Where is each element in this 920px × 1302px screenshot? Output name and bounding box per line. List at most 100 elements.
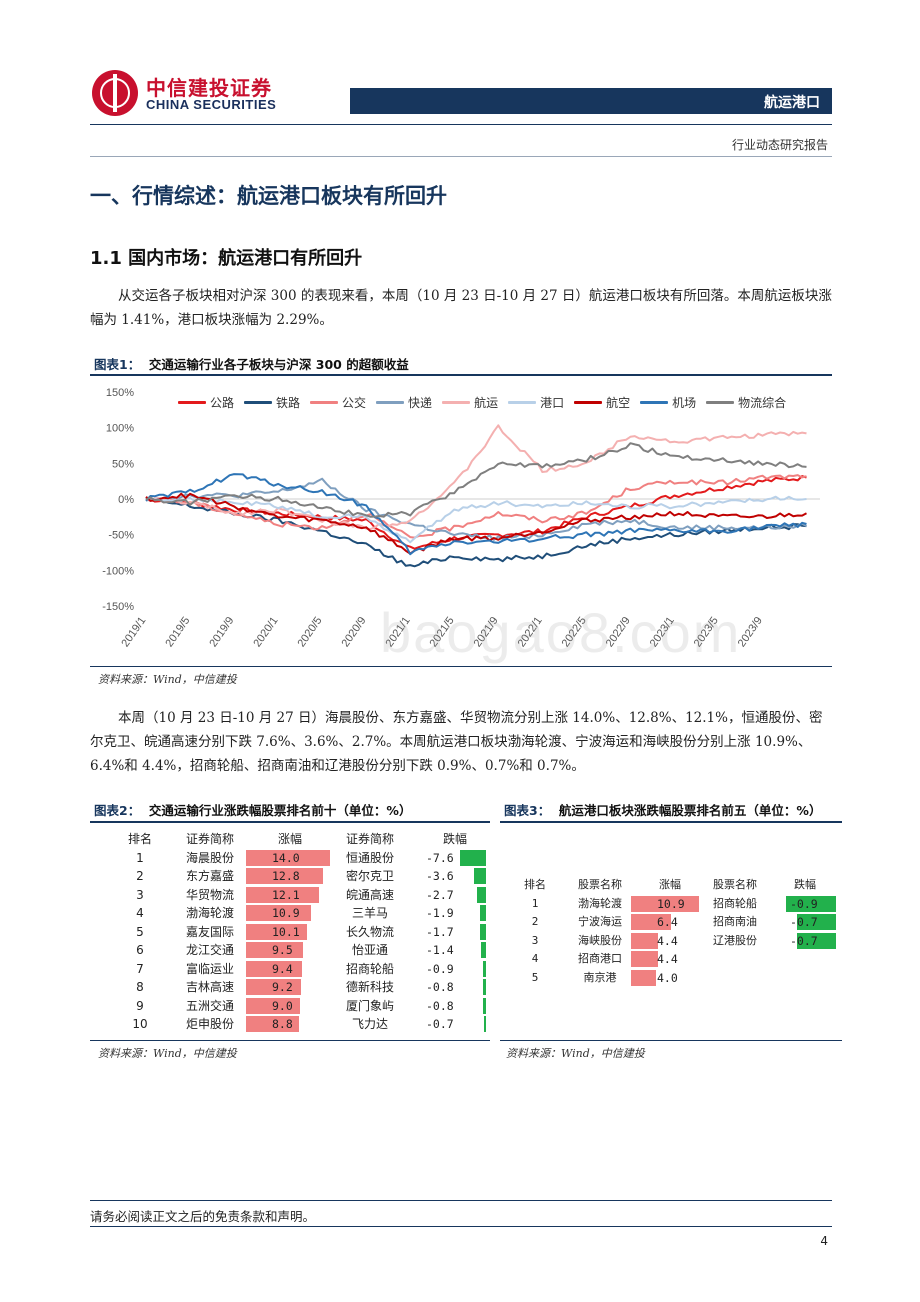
fig3-title: 航运港口板块涨跌幅股票排名前五（单位：%） bbox=[558, 803, 822, 818]
down-value: -1.9 bbox=[426, 906, 454, 920]
table-header-row: 排名 股票名称 涨幅 股票名称 跌幅 bbox=[500, 876, 842, 894]
legend-label: 物流综合 bbox=[738, 396, 787, 410]
up-bar bbox=[631, 969, 656, 986]
up-name-cell: 龙江交通 bbox=[185, 943, 234, 957]
legend-swatch bbox=[442, 401, 471, 404]
x-tick-label: 2020/1 bbox=[251, 615, 280, 649]
fig3-bottom-rule bbox=[500, 1040, 842, 1041]
rank-cell: 9 bbox=[136, 998, 144, 1013]
up-bar bbox=[246, 849, 330, 866]
down-value: -3.6 bbox=[426, 869, 454, 883]
fig2-bottom-rule bbox=[90, 1040, 490, 1041]
y-tick-label: 100% bbox=[106, 423, 134, 435]
up-value: 8.8 bbox=[272, 1017, 293, 1031]
paragraph-2: 本周（10 月 23 日-10 月 27 日）海晨股份、东方嘉盛、华贸物流分别上… bbox=[90, 710, 823, 774]
up-value: 12.1 bbox=[272, 887, 300, 902]
up-value: 9.2 bbox=[272, 980, 293, 994]
x-tick-label: 2019/9 bbox=[207, 615, 236, 649]
up-value: 10.1 bbox=[272, 924, 300, 939]
x-tick-label: 2019/1 bbox=[119, 615, 148, 649]
down-bar bbox=[797, 932, 836, 949]
y-tick-label: -150% bbox=[102, 601, 134, 613]
up-bar bbox=[246, 923, 307, 940]
fig2-table: 排名 证券简称 涨幅 证券简称 跌幅 1 海晨股份 14.0 恒通股份 -7.6 2 东方嘉盛 12.8… bbox=[90, 830, 490, 1034]
up-value: 9.0 bbox=[272, 998, 293, 1013]
down-bar bbox=[460, 849, 486, 866]
watermark: baogao8.com bbox=[380, 601, 742, 664]
legend-swatch bbox=[640, 401, 669, 404]
down-value: -0.8 bbox=[426, 998, 454, 1013]
up-value: 4.0 bbox=[657, 970, 678, 985]
footer-divider-2 bbox=[90, 1226, 832, 1227]
legend-label: 航运 bbox=[474, 396, 499, 410]
fig1-label: 图表1： bbox=[94, 357, 141, 372]
fig1-chart: 150% 100% 50% 0% -50% -100% -150% 2019/1 2019/5 2… bbox=[90, 380, 832, 666]
up-value: 14.0 bbox=[272, 850, 300, 865]
up-value: 9.4 bbox=[272, 961, 293, 976]
legend-swatch bbox=[244, 401, 273, 404]
legend-label: 机场 bbox=[672, 396, 697, 410]
fig1-top-rule bbox=[90, 374, 832, 376]
fig1-title: 交通运输行业各子板块与沪深 300 的超额收益 bbox=[148, 357, 409, 372]
x-tick-label: 2020/9 bbox=[339, 615, 368, 649]
header-cell: 证券简称 bbox=[185, 832, 234, 846]
rank-cell: 4 bbox=[531, 952, 539, 965]
down-name-cell: 飞力达 bbox=[351, 1017, 388, 1031]
series-line-7 bbox=[145, 473, 807, 556]
up-bar bbox=[246, 979, 302, 995]
down-name-cell: 长久物流 bbox=[345, 924, 394, 939]
page-number: 4 bbox=[820, 1234, 828, 1248]
header-cell: 排名 bbox=[127, 832, 152, 846]
down-name-cell: 三羊马 bbox=[351, 906, 388, 920]
fig2-source: 资料来源：Wind，中信建投 bbox=[98, 1047, 237, 1060]
down-name-cell: 皖通高速 bbox=[345, 887, 394, 902]
legend-label: 公路 bbox=[210, 396, 235, 410]
fig2-caption: 图表2： 交通运输行业涨跌幅股票排名前十（单位：%） bbox=[94, 800, 411, 819]
down-value: -1.7 bbox=[426, 924, 454, 939]
down-value: -7.6 bbox=[426, 850, 454, 865]
down-value: -0.9 bbox=[790, 896, 818, 911]
table-header-row: 排名 证券简称 涨幅 证券简称 跌幅 bbox=[90, 830, 490, 848]
down-name-cell: 招商南油 bbox=[713, 915, 757, 928]
legend-label: 航空 bbox=[606, 396, 631, 410]
header-cell: 证券简称 bbox=[345, 832, 394, 846]
y-tick-label: -50% bbox=[108, 530, 134, 542]
up-name-cell: 渤海轮渡 bbox=[185, 906, 234, 920]
down-name-cell: 密尔克卫 bbox=[345, 869, 394, 883]
down-name-cell: 德新科技 bbox=[345, 980, 394, 994]
down-bar bbox=[482, 960, 486, 977]
table-row: 9 五洲交通 9.0 厦门象屿 -0.8 bbox=[90, 997, 490, 1015]
up-bar bbox=[631, 914, 671, 930]
header-cell: 股票名称 bbox=[713, 878, 757, 891]
fig3-table: 排名 股票名称 涨幅 股票名称 跌幅 1 渤海轮渡 10.9 招商轮船 -0.9 2 宁波海运 6.4 招… bbox=[500, 876, 842, 986]
fig2-label: 图表2： bbox=[94, 803, 141, 818]
rank-cell: 1 bbox=[136, 850, 144, 865]
up-name-cell: 南京港 bbox=[583, 970, 617, 984]
up-name-cell: 宁波海运 bbox=[578, 915, 622, 928]
down-bar bbox=[483, 1016, 486, 1032]
rank-cell: 2 bbox=[531, 915, 539, 928]
up-name-cell: 渤海轮渡 bbox=[578, 896, 622, 910]
fig2-title: 交通运输行业涨跌幅股票排名前十（单位：%） bbox=[148, 803, 412, 818]
legend-swatch bbox=[574, 401, 603, 404]
table-row: 1 渤海轮渡 10.9 招商轮船 -0.9 bbox=[500, 895, 842, 913]
up-value: 4.4 bbox=[657, 952, 678, 966]
up-name-cell: 海晨股份 bbox=[185, 850, 234, 865]
down-bar bbox=[786, 895, 836, 912]
logo-emblem-icon bbox=[92, 70, 138, 116]
up-value: 6.4 bbox=[657, 915, 678, 929]
series-line-6 bbox=[145, 492, 807, 555]
subsection-title: 1.1 国内市场：航运港口有所回升 bbox=[90, 248, 363, 269]
up-bar bbox=[246, 942, 303, 958]
down-name-cell: 厦门象屿 bbox=[345, 998, 394, 1013]
logo-en: CHINA SECURITIES bbox=[146, 97, 277, 112]
fig1-source: 资料来源：Wind，中信建投 bbox=[98, 673, 237, 686]
fig1-caption: 图表1： 交通运输行业各子板块与沪深 300 的超额收益 bbox=[94, 354, 409, 373]
down-bar bbox=[476, 886, 486, 903]
up-bar bbox=[246, 997, 300, 1014]
legend-swatch bbox=[178, 401, 206, 404]
fig3-top-rule bbox=[500, 821, 842, 823]
table-row: 3 海峡股份 4.4 辽港股份 -0.7 bbox=[500, 932, 842, 950]
y-tick-label: 0% bbox=[118, 494, 134, 506]
legend-swatch bbox=[376, 401, 405, 404]
